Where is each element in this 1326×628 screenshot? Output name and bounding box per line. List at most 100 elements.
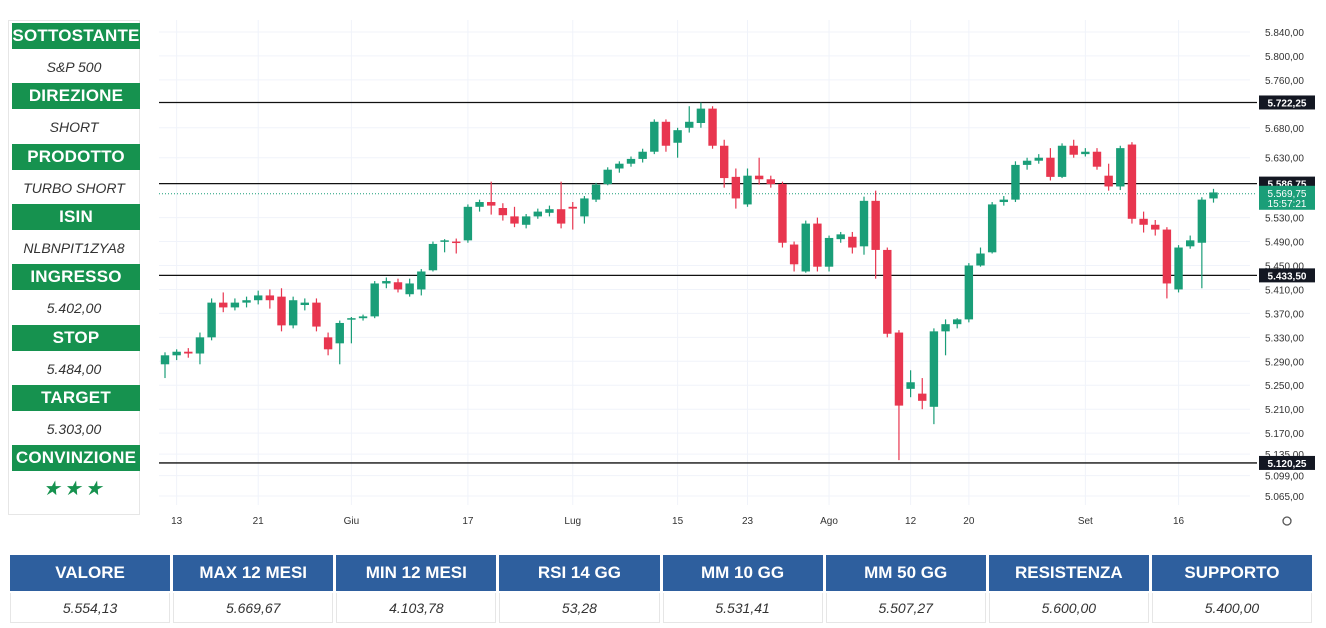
candle-body-79 [1081,151,1090,155]
x-tick-label-2: Giu [344,516,360,527]
sidebar-label-2: PRODOTTO [12,143,140,170]
level-label-2: 5.433,50 [1268,271,1307,282]
summary-value-0: 5.554,13 [10,593,171,623]
summary-value-7: 5.400,00 [1151,593,1312,623]
last-price-label: 5.569,75 [1268,189,1307,200]
candle-body-21 [405,283,414,295]
summary-header-6: RESISTENZA [988,555,1149,591]
candle-body-22 [417,271,426,290]
y-tick-label-2: 5.760,00 [1265,76,1304,87]
candle-body-42 [650,121,659,152]
candle-body-9 [265,295,275,301]
candle-body-64 [906,382,915,389]
candle-body-27 [475,202,484,207]
candle-body-90 [1209,192,1218,199]
candle-body-39 [615,163,624,169]
candle-body-56 [813,223,822,267]
summary-table: VALORE 5.554,13 MAX 12 MESI 5.669,67 MIN 12 … [10,555,1315,623]
candle-body-34 [556,209,566,224]
candle-body-76 [1046,157,1055,177]
candle-body-48 [720,145,729,179]
candle-body-15 [335,322,344,344]
summary-value-4: 5.531,41 [662,593,823,623]
candle-body-88 [1186,240,1195,247]
x-tick-label-10: Set [1078,516,1093,527]
level-label-0: 5.722,25 [1268,98,1307,109]
candle-body-65 [918,393,927,401]
candle-body-43 [661,121,671,146]
candle-body-13 [312,302,321,327]
candle-body-55 [801,223,810,272]
candle-body-12 [300,302,309,306]
y-tick-label-14: 5.170,00 [1265,429,1304,440]
x-tick-label-0: 13 [171,516,183,527]
candle-body-23 [428,243,438,271]
candle-body-28 [487,202,496,206]
x-tick-label-5: 15 [672,516,684,527]
sidebar-label-6: TARGET [12,384,140,411]
sidebar-value-3: NLBNPIT1ZYA8 [23,239,125,256]
level-label-3: 5.120,25 [1268,459,1307,470]
y-tick-label-16: 5.099,00 [1265,472,1304,483]
x-tick-label-3: 17 [462,516,474,527]
candle-body-26 [463,206,473,241]
candle-body-52 [766,179,775,185]
candle-body-6 [230,302,240,308]
summary-header-3: RSI 14 GG [499,555,660,591]
sidebar-value-7: ★★★ [42,478,106,501]
summary-header-5: MM 50 GG [825,555,986,591]
level-tag-3 [1259,455,1315,470]
sidebar-value-5: 5.484,00 [46,360,102,377]
y-tick-label-5: 5.530,00 [1265,214,1304,225]
y-tick-label-6: 5.490,00 [1265,238,1304,249]
candle-body-29 [498,208,508,216]
candle-body-46 [696,108,706,123]
candle-body-36 [580,198,589,217]
x-tick-label-7: Ago [820,516,838,527]
y-tick-label-8: 5.410,00 [1265,285,1304,296]
candle-body-24 [440,240,449,242]
candle-body-7 [242,300,251,303]
candle-body-83 [1127,144,1137,219]
y-tick-label-7: 5.450,00 [1265,261,1304,272]
sidebar-label-4: INGRESSO [12,264,140,291]
y-tick-label-9: 5.370,00 [1265,309,1304,320]
candle-body-86 [1162,229,1172,284]
candle-body-38 [603,169,612,185]
sidebar-value-4: 5.402,00 [46,300,102,317]
y-tick-label-0: 5.840,00 [1265,28,1304,39]
candle-body-77 [1057,145,1067,177]
sidebar-label-5: STOP [12,324,140,351]
candle-body-33 [545,209,554,213]
summary-header-4: MM 10 GG [662,555,823,591]
candle-body-72 [999,199,1008,203]
candle-body-60 [859,200,869,247]
summary-value-3: 53,28 [499,593,660,623]
y-tick-label-1: 5.800,00 [1265,52,1304,63]
x-tick-label-4: Lug [564,516,581,527]
candle-body-80 [1092,151,1102,167]
candle-body-78 [1069,145,1078,155]
candle-body-11 [288,300,298,326]
candle-body-75 [1034,157,1043,161]
y-tick-label-3: 5.680,00 [1265,124,1304,135]
y-tick-label-11: 5.290,00 [1265,357,1304,368]
candle-body-37 [591,184,601,200]
y-tick-label-4: 5.630,00 [1265,154,1304,165]
candle-body-81 [1104,175,1113,187]
x-tick-label-9: 20 [963,516,975,527]
candle-body-49 [731,176,741,199]
candle-body-47 [708,108,717,146]
candle-body-62 [883,249,892,334]
candle-body-31 [521,216,531,225]
level-tag-0 [1259,95,1315,110]
summary-header-7: SUPPORTO [1151,555,1312,591]
candle-body-18 [370,283,379,317]
y-tick-label-10: 5.330,00 [1265,333,1304,344]
sidebar-value-0: S&P 500 [46,59,102,75]
candlestick-chart: 5.840,00 5.800,00 5.760,00 5.680,00 5.630,00… [159,20,1315,527]
candle-body-54 [789,244,799,265]
candle-body-44 [673,130,682,143]
last-price-time: 15:57:21 [1268,199,1307,210]
candle-body-20 [393,282,403,290]
